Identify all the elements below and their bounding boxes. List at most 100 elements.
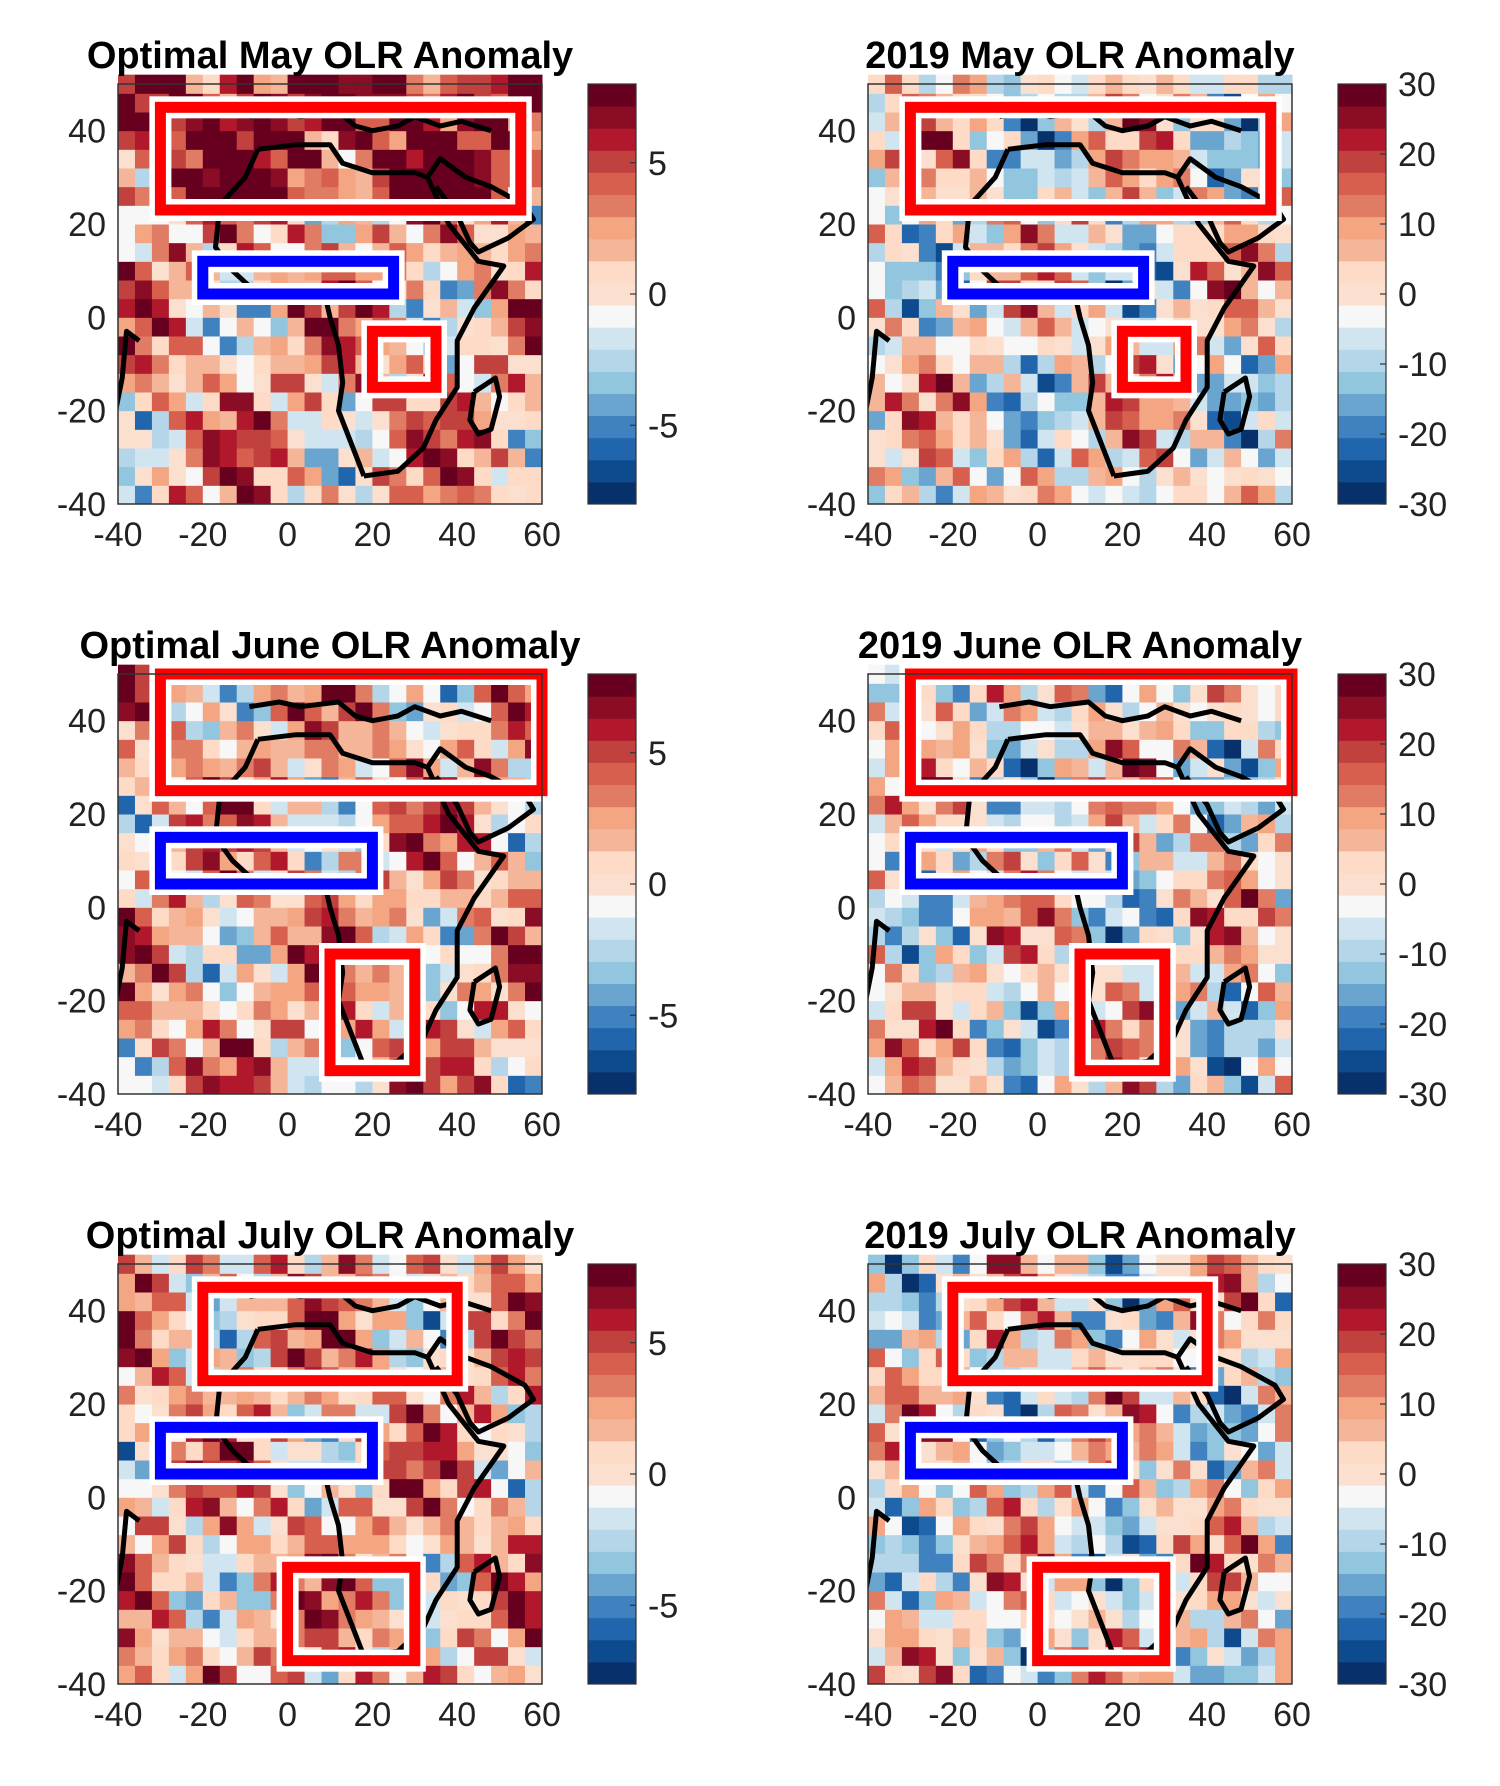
heatmap-cell	[1156, 429, 1174, 449]
colorbar-segment	[1338, 1418, 1386, 1442]
heatmap-cell	[440, 1553, 458, 1573]
heatmap-cell	[508, 1628, 526, 1648]
heatmap-cell	[1275, 1646, 1293, 1666]
heatmap-cell	[1122, 485, 1140, 505]
coastline-path	[1007, 142, 1179, 180]
heatmap-cell	[508, 963, 526, 983]
heatmap-cell	[134, 130, 153, 150]
heatmap-cell	[118, 186, 136, 206]
heatmap-cell	[372, 1329, 390, 1349]
heatmap-cell	[1173, 1497, 1191, 1517]
heatmap-cell	[134, 1366, 153, 1386]
heatmap-cell	[185, 1553, 204, 1573]
heatmap-cell	[1003, 1590, 1022, 1610]
heatmap-cell	[1241, 739, 1259, 759]
heatmap-cell	[884, 1646, 903, 1666]
heatmap-cell	[1173, 485, 1191, 505]
heatmap-cell	[474, 317, 492, 337]
heatmap-cell	[1173, 1534, 1191, 1554]
heatmap-cell	[118, 168, 136, 188]
heatmap-cell	[884, 1460, 903, 1480]
heatmap-cell	[1003, 1497, 1022, 1517]
heatmap-cell	[270, 851, 289, 871]
heatmap-cell	[969, 1056, 988, 1076]
heatmap-cell	[884, 1404, 903, 1424]
heatmap-cell	[868, 1038, 886, 1058]
heatmap-cell	[918, 298, 937, 318]
heatmap-cell	[134, 1310, 153, 1330]
heatmap-cell	[884, 466, 903, 486]
colorbar-segment	[588, 1071, 636, 1095]
heatmap-cell	[423, 814, 441, 834]
heatmap-cell	[321, 758, 339, 778]
heatmap-cell	[1122, 1019, 1140, 1039]
heatmap-cell	[270, 448, 289, 468]
heatmap-cell	[525, 870, 543, 890]
heatmap-cell	[884, 851, 903, 871]
heatmap-cell	[1224, 1572, 1242, 1592]
y-tick-label: 20	[818, 1386, 856, 1424]
heatmap-cell	[321, 1590, 339, 1610]
heatmap-cell	[491, 130, 509, 150]
heatmap-cell	[1190, 1478, 1208, 1498]
heatmap-cell	[134, 336, 153, 356]
heatmap-cell	[338, 851, 356, 871]
heatmap-cell	[969, 907, 988, 927]
heatmap-cell	[868, 1000, 886, 1020]
heatmap-cell	[1258, 944, 1276, 964]
heatmap-cell	[1258, 410, 1276, 430]
heatmap-cell	[151, 298, 170, 318]
heatmap-cell	[1139, 410, 1157, 430]
heatmap-cell	[918, 242, 937, 262]
colorbar-segment	[1338, 106, 1386, 129]
heatmap-cell	[134, 410, 153, 430]
heatmap-cell	[423, 1460, 441, 1480]
heatmap-cell	[253, 1553, 272, 1573]
heatmap-cell	[1190, 888, 1208, 908]
heatmap-cell	[1054, 168, 1073, 188]
x-tick-label: -20	[928, 1696, 977, 1734]
colorbar-tick-label: -30	[1398, 1076, 1447, 1114]
heatmap-cell	[491, 1075, 509, 1095]
heatmap-cell	[219, 851, 238, 871]
heatmap-cell	[1258, 354, 1276, 374]
heatmap-cell	[185, 1000, 204, 1020]
heatmap-cell	[151, 963, 170, 983]
heatmap-cell	[219, 907, 238, 927]
heatmap-cell	[118, 1329, 136, 1349]
heatmap-cell	[253, 392, 272, 412]
heatmap-cell	[1207, 1646, 1225, 1666]
x-tick-label: 20	[353, 516, 391, 554]
heatmap-cell	[1190, 963, 1208, 983]
heatmap-cell	[952, 851, 971, 871]
heatmap-cell	[134, 1646, 153, 1666]
heatmap-cell	[1088, 448, 1106, 468]
coastline-path	[425, 156, 536, 255]
heatmap-cell	[901, 1310, 920, 1330]
colorbar-segment	[1338, 393, 1386, 417]
heatmap-cell	[1241, 429, 1259, 449]
colorbar-segment	[1338, 1551, 1386, 1574]
heatmap-cell	[134, 1665, 153, 1685]
heatmap-cell	[969, 354, 988, 374]
heatmap-cell	[1275, 1497, 1293, 1517]
heatmap-cell	[457, 1665, 475, 1685]
heatmap-cell	[304, 1590, 323, 1610]
heatmap-cell	[423, 1553, 441, 1573]
coastline-path	[1007, 1322, 1179, 1360]
heatmap-cell	[270, 224, 289, 244]
heatmap-cell	[406, 410, 424, 430]
heatmap-cell	[168, 1348, 187, 1368]
heatmap-cell	[457, 261, 475, 281]
heatmap-cell	[202, 907, 221, 927]
heatmap-cell	[884, 448, 903, 468]
heatmap-cell	[440, 720, 458, 740]
heatmap-cell	[935, 1553, 954, 1573]
heatmap-cell	[1003, 926, 1022, 946]
heatmap-cell	[440, 280, 458, 300]
heatmap-cell	[969, 739, 988, 759]
heatmap-cell	[868, 683, 886, 703]
heatmap-cell	[202, 429, 221, 449]
heatmap-cell	[355, 1497, 373, 1517]
heatmap-cell	[1207, 1628, 1225, 1648]
